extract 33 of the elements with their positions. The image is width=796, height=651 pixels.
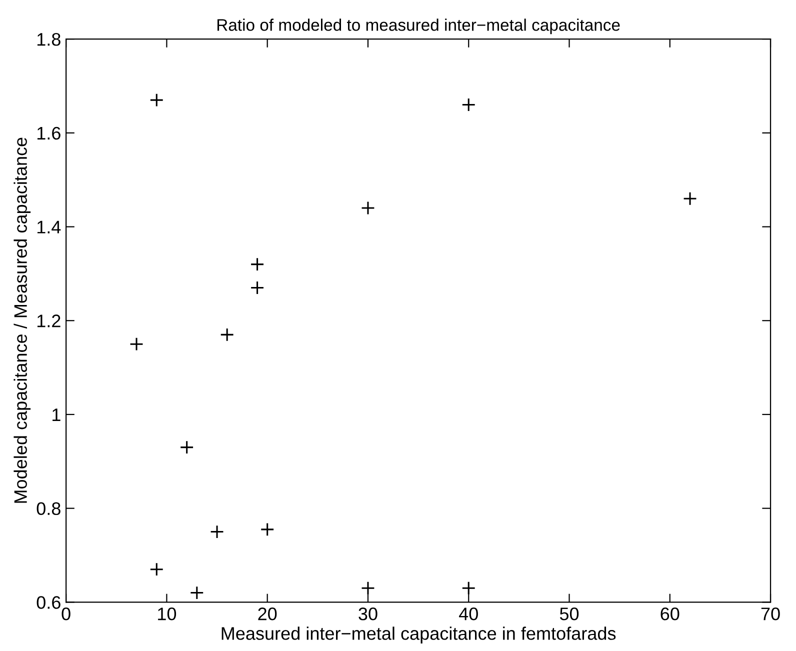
point: [130, 337, 144, 352]
point: [260, 522, 274, 536]
point: [190, 586, 204, 600]
x-tick-label: 50: [560, 608, 579, 620]
y-tick-label: 1: [52, 408, 60, 422]
x-tick-label: 40: [458, 608, 478, 620]
y-tick-label: 0.6: [36, 596, 60, 609]
point: [683, 192, 697, 206]
y-tick-label: 0.8: [36, 502, 60, 516]
y-tick-label: 1.8: [37, 32, 60, 46]
y-tick-label: 1.2: [37, 314, 60, 328]
point: [361, 581, 375, 596]
point: [150, 562, 164, 576]
point: [220, 328, 234, 342]
point: [462, 581, 476, 596]
y-axis-title: Modeled capacitance / Measured capacitance: [14, 138, 31, 503]
point: [210, 524, 224, 539]
point: [250, 280, 264, 295]
x-tick-label: 10: [158, 608, 176, 620]
point: [180, 440, 194, 454]
x-axis-title: Measured inter−metal capacitance in femtofarads: [222, 626, 616, 644]
x-tick-label: 60: [660, 608, 680, 620]
x-tick-label: 30: [358, 608, 378, 620]
point: [150, 93, 164, 108]
chart-title: Ratio of modeled to measured inter−metal capacitance: [217, 18, 620, 34]
y-tick-label: 1.6: [37, 126, 60, 140]
point: [462, 98, 476, 112]
x-tick-label: 20: [258, 608, 277, 620]
y-tick-label: 1.4: [37, 220, 61, 234]
x-tick-label: 0: [62, 608, 70, 620]
x-tick-label: 70: [761, 608, 780, 620]
point: [250, 257, 264, 272]
point: [361, 201, 375, 215]
